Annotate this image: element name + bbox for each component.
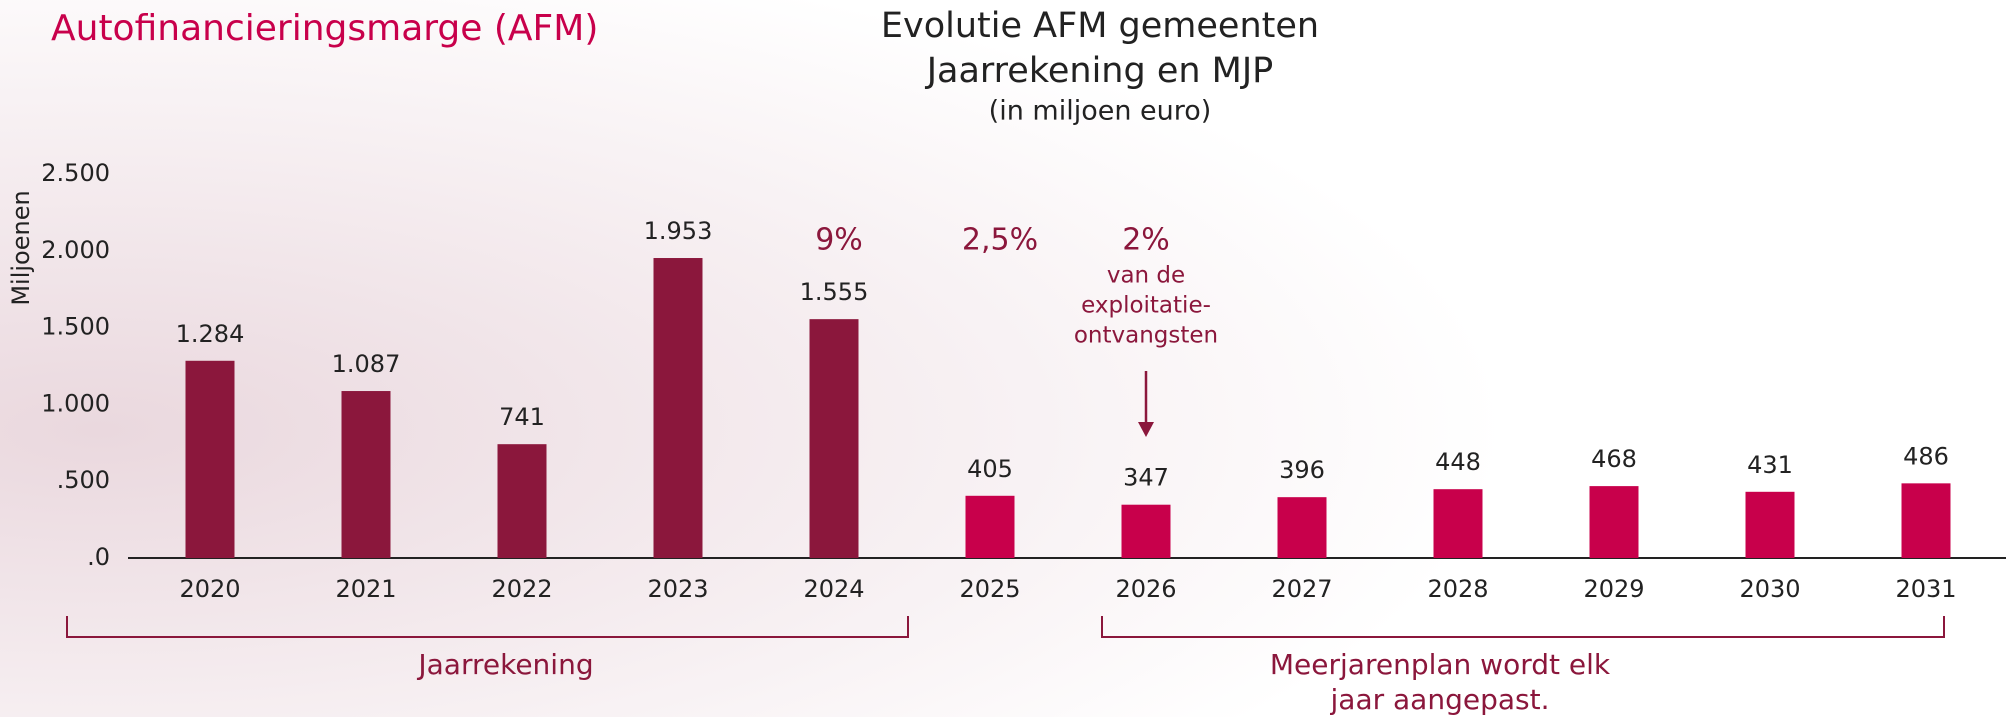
value-label: 741 [499,403,545,431]
x-tick-label: 2029 [1583,575,1644,603]
x-tick-label: 2021 [335,575,396,603]
x-tick-label: 2025 [959,575,1020,603]
value-label: 1.555 [800,278,869,306]
header-suffix: (AFM) [494,8,598,49]
bar [342,391,391,558]
y-tick-label: .500 [57,466,110,494]
value-label: 486 [1903,442,1949,470]
rate-annotation: 2,5% [962,223,1038,258]
bar [1590,486,1639,558]
x-tick-label: 2028 [1427,575,1488,603]
x-tick-label: 2030 [1739,575,1800,603]
bar [1122,505,1171,558]
bar [654,258,703,558]
bar [1902,483,1951,558]
x-tick-label: 2023 [647,575,708,603]
bar [1434,489,1483,558]
value-label: 468 [1591,445,1637,473]
x-tick-label: 2024 [803,575,864,603]
rate-annotation: 9% [815,223,863,258]
rate-annotation: 2% [1122,223,1170,258]
bar [1746,492,1795,558]
chart-subtitle: Jaarrekening en MJP [925,51,1274,91]
value-label: 405 [967,455,1013,483]
value-label: 1.087 [332,350,401,378]
rate-note: exploitatie- [1081,293,1211,319]
rate-note: ontvangsten [1074,323,1218,349]
x-tick-label: 2031 [1895,575,1956,603]
x-tick-label: 2026 [1115,575,1176,603]
value-label: 431 [1747,451,1793,479]
page: {"header": {"title": "Autofinancieringsm… [0,0,2006,717]
bar [186,361,235,558]
y-tick-label: 1.000 [41,389,110,417]
bar [1278,497,1327,558]
group-label: jaar aangepast. [1330,683,1550,716]
bar [498,444,547,558]
y-tick-label: .0 [87,543,110,571]
header-title: Autofinancieringsmarge [51,8,482,49]
x-tick-label: 2027 [1271,575,1332,603]
chart-title: Evolutie AFM gemeenten [881,6,1319,46]
bar [966,496,1015,558]
y-tick-label: 2.000 [41,236,110,264]
y-tick-label: 2.500 [41,159,110,187]
value-label: 347 [1123,464,1169,492]
x-tick-label: 2022 [491,575,552,603]
y-tick-label: 1.500 [41,313,110,341]
group-label: Jaarrekening [416,648,593,681]
x-tick-label: 2020 [179,575,240,603]
header: Autofinancieringsmarge (AFM) [51,8,598,49]
chart: Autofinancieringsmarge (AFM) Evolutie AF… [0,0,2006,717]
rate-note: van de [1107,263,1185,289]
y-axis-label: Miljoenen [7,190,35,305]
value-label: 1.284 [176,320,245,348]
value-label: 1.953 [644,217,713,245]
unit-note: (in miljoen euro) [989,96,1212,127]
bar [810,319,859,558]
group-label: Meerjarenplan wordt elk [1270,648,1611,681]
value-label: 396 [1279,456,1325,484]
value-label: 448 [1435,448,1481,476]
